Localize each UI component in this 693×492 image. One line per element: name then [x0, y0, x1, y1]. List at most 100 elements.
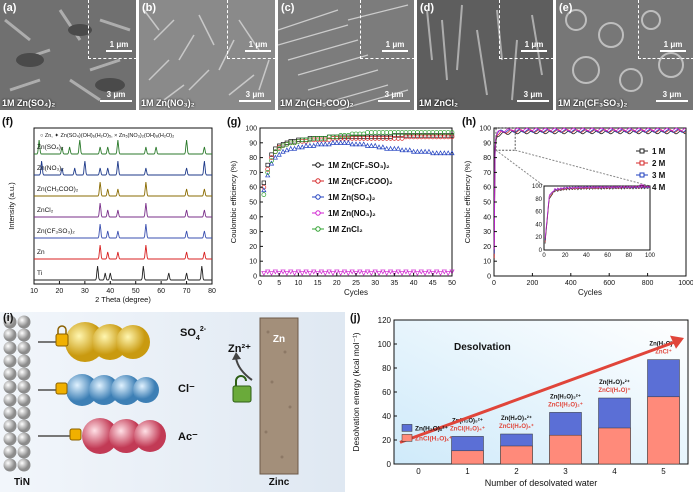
data-point — [330, 139, 336, 145]
inset-x-tick-label: 20 — [562, 253, 569, 259]
data-point — [437, 150, 444, 156]
data-point — [357, 141, 363, 147]
legend-label: 1M Zn(CF₃COO)₂ — [328, 177, 393, 186]
caption-a: 1M Zn(SO₄)₂ — [2, 98, 56, 108]
data-point — [338, 139, 344, 145]
inset-y-tick-label: 80 — [535, 197, 542, 203]
data-point — [449, 150, 455, 156]
x-tick-label: 25 — [352, 280, 360, 287]
x-tick-label: 50 — [132, 288, 140, 295]
inset-box-b — [227, 0, 275, 59]
legend-marker — [315, 210, 321, 216]
trend-arrow — [399, 340, 677, 444]
data-point — [307, 137, 313, 143]
x-axis-label: Number of desolvated water — [485, 478, 598, 488]
scale-main-d: 3 μm — [517, 90, 549, 102]
x-tick-label: 1000 — [678, 280, 693, 287]
y-tick-label: 20 — [483, 244, 491, 251]
data-point — [372, 142, 378, 148]
x-tick-label: 0 — [416, 467, 421, 476]
data-point — [341, 269, 348, 275]
data-point — [380, 144, 386, 150]
data-point — [376, 144, 382, 150]
tin-atom — [3, 367, 17, 381]
data-point — [307, 271, 313, 276]
x-tick-label: 40 — [106, 288, 114, 295]
data-point — [345, 139, 351, 145]
inset-frame — [543, 185, 651, 251]
data-point — [322, 136, 328, 141]
y-tick-label: 60 — [249, 185, 257, 192]
data-point — [445, 150, 451, 156]
data-point — [318, 141, 325, 147]
tin-atom — [17, 419, 31, 433]
inset-y-tick-label: 0 — [539, 248, 543, 254]
x-tick-label: 35 — [391, 280, 399, 287]
data-point — [326, 141, 332, 147]
panel-label-e: (e) — [559, 2, 573, 14]
caption-d: 1M ZnCl₂ — [419, 98, 458, 108]
bar-label-red: ZnCl⁺ — [655, 349, 672, 356]
data-point — [326, 134, 332, 140]
desolvation-annotation: Desolvation — [454, 342, 511, 353]
x-tick-label: 10 — [295, 280, 303, 287]
data-point — [269, 152, 274, 157]
data-point — [437, 271, 444, 276]
inset-box-c — [360, 0, 414, 59]
data-point — [299, 144, 305, 150]
inset-y-tick-label: 20 — [535, 235, 542, 241]
data-point — [269, 155, 274, 160]
y-tick-label: 20 — [382, 436, 391, 445]
data-point — [395, 145, 401, 151]
data-point — [284, 271, 290, 276]
x-tick-label: 800 — [642, 280, 654, 287]
y-tick-label: 0 — [487, 274, 491, 281]
data-point — [322, 271, 328, 276]
data-point — [307, 142, 313, 148]
data-point — [315, 271, 321, 276]
data-point — [272, 269, 278, 275]
inset-x-tick-label: 0 — [542, 253, 546, 259]
data-point — [364, 269, 371, 275]
bar-label-blue: Zn(H₂O)₂²⁺ — [599, 379, 630, 386]
data-point — [361, 141, 367, 147]
sem-panel-b: (b) 1 μm 3 μm 1M Zn(NO₃)₂ — [139, 0, 275, 110]
xrd-series-line — [34, 139, 212, 155]
zinc-plate: Zn — [259, 317, 299, 475]
legend-label: 1 M — [652, 147, 666, 156]
data-point — [299, 271, 305, 276]
sem-panel-c: (c) 1 μm 3 μm 1M Zn(CH₃COO)₂ — [278, 0, 414, 110]
data-point — [384, 271, 390, 276]
y-tick-label: 0 — [253, 274, 257, 281]
sem-texture-d — [417, 0, 553, 110]
y-axis-label: Intensity (a.u.) — [7, 182, 16, 230]
sem-texture-a — [0, 0, 136, 110]
svg-text:Zn²⁺: Zn²⁺ — [228, 343, 251, 355]
y-tick-label: 100 — [245, 126, 257, 133]
panel-label-a: (a) — [3, 2, 17, 14]
tin-electrode — [3, 315, 31, 472]
data-point — [272, 154, 278, 160]
legend-swatch-red — [401, 434, 413, 442]
data-point — [265, 170, 271, 175]
x-axis-label: Cycles — [578, 288, 602, 297]
sem-panel-d: (d) 1 μm 3 μm 1M ZnCl₂ — [417, 0, 553, 110]
xrd-series-line — [34, 181, 212, 197]
x-tick-label: 200 — [527, 280, 539, 287]
xrd-series-label: Zn(NO₃)₂ — [37, 165, 64, 172]
data-point — [387, 145, 394, 151]
tin-atom — [17, 406, 31, 420]
data-point — [426, 269, 432, 275]
bar-label-blue: Zn(H₂O)₃²⁺ — [550, 393, 581, 400]
y-tick-label: 0 — [387, 460, 392, 469]
scale-inset-d: 1 μm — [521, 40, 547, 52]
y-tick-label: 10 — [249, 259, 257, 266]
data-point — [372, 269, 378, 275]
xrd-series-line — [34, 265, 212, 281]
zn-ion: Zn²⁺ — [228, 343, 253, 403]
bar-label-red: ZnCl(H₂O)₄⁺ — [450, 425, 485, 432]
data-point — [407, 271, 413, 276]
legend-marker — [639, 172, 645, 178]
data-point — [388, 130, 393, 135]
legend-marker — [315, 226, 321, 232]
